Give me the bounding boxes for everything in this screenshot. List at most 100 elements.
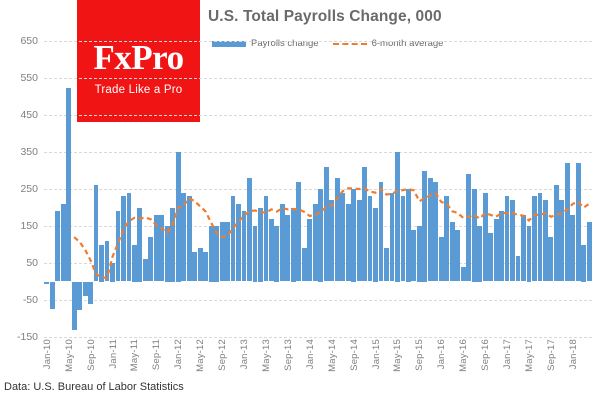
bar — [362, 166, 367, 282]
bar — [438, 237, 444, 282]
bar — [455, 229, 461, 282]
bar — [564, 163, 570, 282]
bar — [208, 226, 214, 282]
bar — [586, 222, 592, 282]
bar — [142, 259, 148, 282]
bar — [219, 222, 225, 282]
bar — [110, 263, 115, 282]
bar — [373, 207, 378, 282]
bar — [49, 281, 55, 309]
x-axis-tick-label: May-15 — [392, 339, 404, 372]
bar — [44, 281, 50, 285]
source-note: Data: U.S. Bureau of Labor Statistics — [4, 381, 184, 393]
x-axis-tick-label: Sep-12 — [217, 339, 229, 371]
bar — [247, 177, 252, 282]
y-axis-tick-label: 50 — [26, 257, 38, 269]
bar — [433, 181, 439, 282]
bar — [323, 166, 329, 282]
bar — [279, 203, 285, 282]
bar — [499, 211, 504, 282]
bar — [170, 207, 176, 282]
bar — [269, 218, 274, 282]
x-axis-tick-label: Jan-14 — [304, 339, 316, 370]
legend-item-payrolls: Payrolls change — [212, 38, 319, 49]
logo-tagline: Trade Like a Pro — [94, 84, 183, 96]
gridline — [44, 337, 592, 338]
bar — [192, 251, 198, 282]
bar — [477, 226, 483, 282]
x-axis-tick-label: Sep-16 — [480, 339, 492, 371]
bar — [115, 211, 121, 282]
legend-label-payrolls: Payrolls change — [251, 38, 319, 49]
x-axis-labels: Jan-10 May-10 Sep-10 Jan-11 May-11 Sep-11 Jan-… — [41, 339, 592, 385]
page-title: U.S. Total Payrolls Change, 000 — [208, 8, 442, 25]
bar — [307, 218, 313, 282]
bar — [334, 177, 340, 282]
bar — [488, 233, 494, 282]
y-axis-tick-label: 650 — [20, 35, 38, 47]
bar — [570, 214, 576, 282]
bar — [186, 196, 192, 282]
bar — [422, 170, 428, 282]
legend-label-average: 6-month average — [371, 38, 444, 49]
bar — [345, 203, 351, 282]
bar — [493, 218, 499, 282]
x-axis-tick-label: May-12 — [195, 339, 207, 372]
bar — [258, 207, 263, 282]
y-axis-tick-label: 450 — [20, 109, 38, 121]
bar — [203, 251, 209, 282]
bar — [510, 200, 515, 282]
fxpro-logo: FxPro Trade Like a Pro — [77, 0, 200, 122]
legend-bar-swatch-icon — [212, 40, 246, 47]
bar — [427, 177, 433, 282]
bar — [378, 181, 384, 282]
chart-legend: Payrolls change 6-month average — [212, 38, 443, 49]
x-axis-tick-label: Jan-18 — [567, 339, 579, 370]
x-axis-tick-label: Jan-15 — [370, 339, 382, 370]
bar — [153, 214, 159, 282]
x-axis-tick-label: Sep-10 — [85, 339, 97, 371]
gridline — [44, 152, 592, 153]
bar — [121, 196, 126, 282]
gridline — [44, 189, 592, 190]
y-axis-tick-label: -150 — [16, 331, 38, 343]
y-axis-tick-label: 150 — [20, 220, 38, 232]
bar — [148, 237, 154, 282]
bar — [104, 240, 110, 282]
bar — [66, 88, 72, 282]
x-axis-tick-label: Sep-11 — [151, 339, 163, 371]
x-axis-tick-label: Jan-10 — [41, 339, 53, 370]
x-axis-tick-label: Jan-12 — [173, 339, 185, 370]
bar — [400, 196, 406, 282]
x-axis-tick-label: May-17 — [523, 339, 535, 372]
legend-dashed-line-icon — [332, 42, 367, 45]
bar — [575, 163, 581, 282]
bar — [466, 174, 472, 282]
bar — [93, 185, 99, 282]
bar — [230, 196, 236, 282]
bar — [55, 211, 61, 282]
x-axis-tick-label: Sep-14 — [348, 339, 360, 371]
x-axis-tick-label: May-14 — [326, 339, 338, 372]
bar — [543, 200, 548, 282]
x-axis-tick-label: Sep-15 — [414, 339, 426, 371]
bar — [526, 226, 532, 282]
legend-item-average: 6-month average — [332, 38, 444, 49]
bar — [471, 189, 477, 282]
average-polyline — [73, 187, 590, 280]
y-axis-tick-label: 350 — [20, 146, 38, 158]
bar — [301, 248, 307, 282]
x-axis-tick-label: Jan-11 — [107, 339, 119, 369]
plot-area — [44, 41, 592, 338]
gridline — [44, 263, 592, 264]
bar — [318, 189, 324, 282]
bar — [296, 181, 302, 282]
bar — [82, 281, 88, 296]
bar — [175, 152, 181, 282]
x-axis-tick-label: Sep-17 — [545, 339, 557, 371]
bar — [137, 207, 143, 282]
bar — [99, 244, 104, 282]
bar — [290, 207, 296, 282]
x-axis-tick-label: Jan-17 — [502, 339, 514, 370]
